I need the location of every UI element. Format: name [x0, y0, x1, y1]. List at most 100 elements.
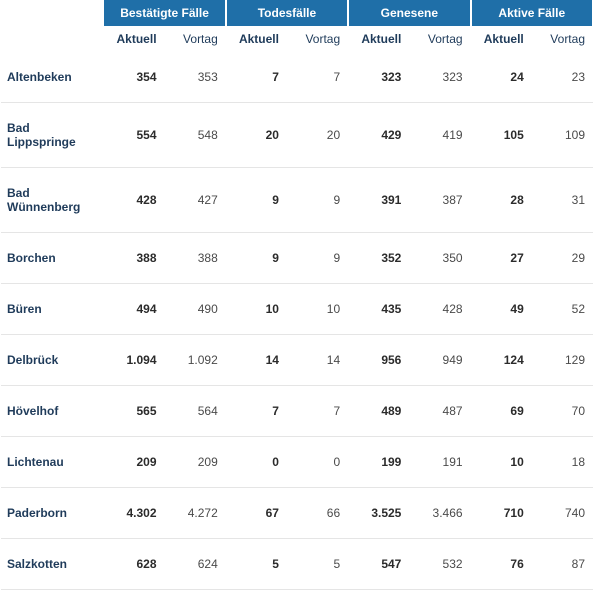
cell-vortag: 532 — [409, 539, 470, 590]
cell-vortag: 353 — [165, 52, 226, 103]
cell-aktuell: 3.525 — [348, 488, 409, 539]
cell-aktuell: 1.094 — [103, 335, 164, 386]
cell-aktuell: 105 — [471, 103, 532, 168]
cell-aktuell: 209 — [103, 437, 164, 488]
cell-aktuell: 628 — [103, 539, 164, 590]
cell-vortag: 387 — [409, 168, 470, 233]
cell-vortag: 740 — [532, 488, 593, 539]
cell-aktuell: 354 — [103, 52, 164, 103]
sub-header-empty — [1, 26, 103, 52]
sub-header-vortag: Vortag — [165, 26, 226, 52]
cell-vortag: 388 — [165, 233, 226, 284]
cell-aktuell: 489 — [348, 386, 409, 437]
cell-aktuell: 67 — [226, 488, 287, 539]
row-name: Lichtenau — [1, 437, 103, 488]
table-row: Lichtenau209209001991911018 — [1, 437, 593, 488]
cell-vortag: 9 — [287, 233, 348, 284]
cell-vortag: 191 — [409, 437, 470, 488]
cell-vortag: 10 — [287, 284, 348, 335]
row-name: Bad Lippspringe — [1, 103, 103, 168]
sub-header-aktuell: Aktuell — [226, 26, 287, 52]
sub-header-aktuell: Aktuell — [471, 26, 532, 52]
cell-aktuell: 28 — [471, 168, 532, 233]
cell-vortag: 5 — [287, 539, 348, 590]
cell-aktuell: 24 — [471, 52, 532, 103]
cell-vortag: 548 — [165, 103, 226, 168]
group-header-confirmed: Bestätigte Fälle — [103, 0, 225, 26]
table-row: Hövelhof565564774894876970 — [1, 386, 593, 437]
cell-aktuell: 428 — [103, 168, 164, 233]
cell-vortag: 23 — [532, 52, 593, 103]
cell-aktuell: 956 — [348, 335, 409, 386]
table-row: Bad Wünnenberg428427993913872831 — [1, 168, 593, 233]
sub-header-aktuell: Aktuell — [103, 26, 164, 52]
cell-vortag: 20 — [287, 103, 348, 168]
row-name: Büren — [1, 284, 103, 335]
cell-vortag: 624 — [165, 539, 226, 590]
group-header-row: Bestätigte Fälle Todesfälle Genesene Akt… — [1, 0, 593, 26]
cell-vortag: 350 — [409, 233, 470, 284]
cell-aktuell: 554 — [103, 103, 164, 168]
cell-vortag: 3.466 — [409, 488, 470, 539]
cell-vortag: 487 — [409, 386, 470, 437]
cell-aktuell: 435 — [348, 284, 409, 335]
row-name: Delbrück — [1, 335, 103, 386]
cell-aktuell: 5 — [226, 539, 287, 590]
cell-aktuell: 352 — [348, 233, 409, 284]
cell-vortag: 31 — [532, 168, 593, 233]
cell-vortag: 209 — [165, 437, 226, 488]
header-empty — [1, 0, 103, 26]
cell-aktuell: 49 — [471, 284, 532, 335]
cell-aktuell: 0 — [226, 437, 287, 488]
sub-header-vortag: Vortag — [532, 26, 593, 52]
group-header-deaths: Todesfälle — [226, 0, 348, 26]
cell-vortag: 9 — [287, 168, 348, 233]
cell-vortag: 0 — [287, 437, 348, 488]
sub-header-vortag: Vortag — [287, 26, 348, 52]
row-name: Borchen — [1, 233, 103, 284]
cell-aktuell: 494 — [103, 284, 164, 335]
cell-aktuell: 27 — [471, 233, 532, 284]
cell-vortag: 87 — [532, 539, 593, 590]
cell-aktuell: 547 — [348, 539, 409, 590]
cell-vortag: 129 — [532, 335, 593, 386]
cell-vortag: 66 — [287, 488, 348, 539]
sub-header-aktuell: Aktuell — [348, 26, 409, 52]
cell-aktuell: 10 — [471, 437, 532, 488]
cell-vortag: 7 — [287, 386, 348, 437]
cell-aktuell: 710 — [471, 488, 532, 539]
cell-vortag: 70 — [532, 386, 593, 437]
table-row: Paderborn4.3024.27267663.5253.466710740 — [1, 488, 593, 539]
table-row: Altenbeken354353773233232423 — [1, 52, 593, 103]
cell-aktuell: 20 — [226, 103, 287, 168]
cell-aktuell: 391 — [348, 168, 409, 233]
cell-vortag: 428 — [409, 284, 470, 335]
cell-aktuell: 69 — [471, 386, 532, 437]
cell-aktuell: 199 — [348, 437, 409, 488]
cell-aktuell: 9 — [226, 168, 287, 233]
table-row: Büren49449010104354284952 — [1, 284, 593, 335]
table-row: Salzkotten628624555475327687 — [1, 539, 593, 590]
row-name: Bad Wünnenberg — [1, 168, 103, 233]
table-row: Borchen388388993523502729 — [1, 233, 593, 284]
cell-aktuell: 323 — [348, 52, 409, 103]
cell-vortag: 949 — [409, 335, 470, 386]
cell-vortag: 1.092 — [165, 335, 226, 386]
cell-vortag: 29 — [532, 233, 593, 284]
cell-vortag: 7 — [287, 52, 348, 103]
cell-aktuell: 14 — [226, 335, 287, 386]
sub-header-vortag: Vortag — [409, 26, 470, 52]
cell-aktuell: 429 — [348, 103, 409, 168]
cell-vortag: 109 — [532, 103, 593, 168]
table-body: Altenbeken354353773233232423Bad Lippspri… — [1, 52, 593, 590]
cell-aktuell: 76 — [471, 539, 532, 590]
cell-aktuell: 9 — [226, 233, 287, 284]
cell-vortag: 323 — [409, 52, 470, 103]
table-row: Bad Lippspringe5545482020429419105109 — [1, 103, 593, 168]
row-name: Hövelhof — [1, 386, 103, 437]
cell-vortag: 4.272 — [165, 488, 226, 539]
group-header-recovered: Genesene — [348, 0, 470, 26]
cell-aktuell: 7 — [226, 386, 287, 437]
cell-aktuell: 7 — [226, 52, 287, 103]
cell-vortag: 490 — [165, 284, 226, 335]
